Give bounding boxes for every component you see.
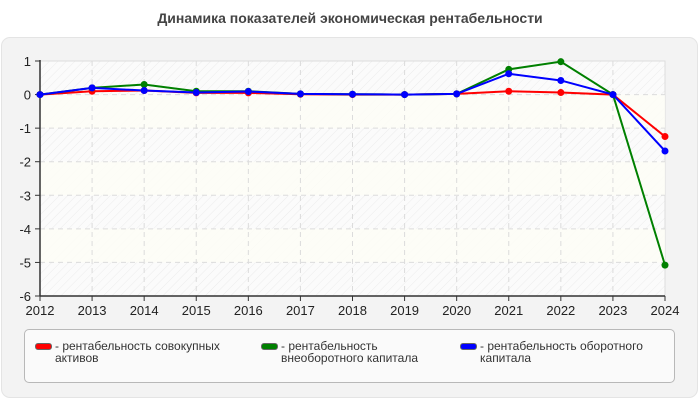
y-tick-label: 1 bbox=[24, 54, 31, 69]
green-swatch-icon bbox=[261, 343, 278, 350]
x-tick-label: 2021 bbox=[494, 303, 523, 318]
data-point[interactable] bbox=[661, 261, 669, 269]
y-tick-label: -1 bbox=[19, 121, 31, 136]
legend-item-total-assets: - рентабельность совокупных активов bbox=[35, 340, 245, 364]
y-tick-label: -3 bbox=[19, 188, 31, 203]
data-point[interactable] bbox=[557, 76, 565, 84]
x-tick-label: 2017 bbox=[286, 303, 315, 318]
data-point[interactable] bbox=[88, 84, 96, 92]
data-point[interactable] bbox=[453, 90, 461, 98]
x-tick-label: 2015 bbox=[182, 303, 211, 318]
data-point[interactable] bbox=[140, 81, 148, 88]
x-tick-label: 2018 bbox=[338, 303, 367, 318]
data-point[interactable] bbox=[140, 87, 148, 95]
legend-label: - рентабельность оборотного капитала bbox=[480, 339, 643, 365]
legend-item-noncurrent-capital: - рентабельность внеоборотного капитала bbox=[261, 340, 441, 364]
data-point[interactable] bbox=[296, 90, 304, 98]
x-tick-label: 2012 bbox=[26, 303, 55, 318]
y-tick-label: -5 bbox=[19, 255, 31, 270]
legend-label: - рентабельность внеоборотного капитала bbox=[281, 339, 418, 365]
x-tick-label: 2019 bbox=[390, 303, 419, 318]
data-point[interactable] bbox=[661, 133, 669, 141]
legend: - рентабельность совокупных активов - ре… bbox=[24, 329, 675, 383]
data-point[interactable] bbox=[36, 91, 44, 99]
data-point[interactable] bbox=[557, 58, 565, 66]
data-point[interactable] bbox=[505, 70, 513, 78]
x-tick-label: 2022 bbox=[546, 303, 575, 318]
data-point[interactable] bbox=[192, 89, 200, 97]
blue-swatch-icon bbox=[460, 343, 477, 350]
data-point[interactable] bbox=[401, 91, 409, 99]
red-swatch-icon bbox=[35, 343, 52, 350]
x-tick-label: 2023 bbox=[598, 303, 627, 318]
y-tick-label: -2 bbox=[19, 155, 31, 170]
x-tick-label: 2016 bbox=[234, 303, 263, 318]
data-point[interactable] bbox=[244, 88, 252, 96]
legend-item-working-capital: - рентабельность оборотного капитала bbox=[460, 340, 680, 364]
y-tick-label: 0 bbox=[24, 88, 31, 103]
x-tick-label: 2013 bbox=[78, 303, 107, 318]
y-tick-label: -6 bbox=[19, 289, 31, 304]
chart-title: Динамика показателей экономическая рента… bbox=[157, 10, 543, 26]
x-tick-label: 2024 bbox=[651, 303, 680, 318]
grid-lines bbox=[40, 60, 665, 296]
data-point[interactable] bbox=[557, 89, 565, 97]
data-point[interactable] bbox=[349, 90, 356, 98]
data-point[interactable] bbox=[505, 87, 513, 95]
y-tick-label: -4 bbox=[19, 222, 31, 237]
data-point[interactable] bbox=[609, 91, 617, 99]
x-tick-label: 2020 bbox=[442, 303, 471, 318]
legend-label: - рентабельность совокупных активов bbox=[55, 339, 220, 365]
data-point[interactable] bbox=[661, 147, 669, 155]
x-tick-label: 2014 bbox=[130, 303, 159, 318]
data-series bbox=[36, 58, 669, 269]
